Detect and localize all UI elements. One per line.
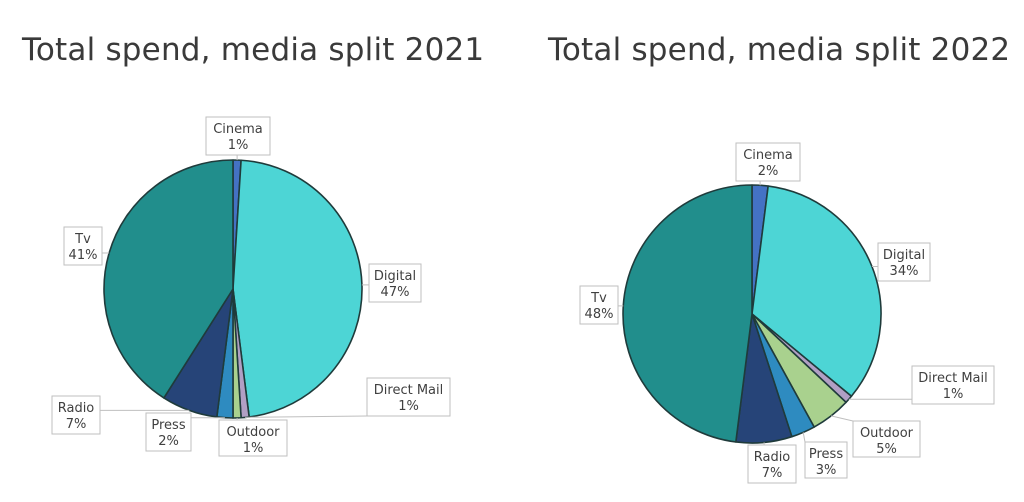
label-percent: 5%: [876, 442, 897, 457]
label-percent: 1%: [943, 387, 964, 402]
label-percent: 41%: [69, 248, 98, 263]
leader-line-outdoor-2022: [830, 415, 854, 422]
label-category: Tv: [74, 232, 91, 247]
label-category: Cinema: [743, 148, 793, 163]
label-percent: 2%: [158, 434, 179, 449]
leader-line-direct-mail-2021: [245, 415, 368, 418]
label-percent: 48%: [585, 307, 614, 322]
label-percent: 3%: [816, 463, 837, 478]
label-percent: 7%: [66, 417, 87, 432]
label-category: Press: [809, 447, 843, 462]
label-category: Direct Mail: [918, 371, 987, 386]
pie-slice-tv-2022: [622, 184, 753, 443]
label-category: Digital: [883, 248, 925, 263]
label-category: Outdoor: [226, 425, 280, 440]
label-percent: 34%: [890, 264, 919, 279]
label-percent: 7%: [762, 466, 783, 481]
label-category: Tv: [590, 291, 607, 306]
pie-slice-digital-2021: [232, 159, 363, 418]
label-percent: 2%: [758, 164, 779, 179]
label-percent: 1%: [243, 441, 264, 456]
label-category: Radio: [754, 450, 791, 465]
label-percent: 47%: [381, 285, 410, 300]
label-category: Direct Mail: [374, 383, 443, 398]
chart-title-2021: Total spend, media split 2021: [22, 32, 485, 68]
label-category: Outdoor: [860, 426, 914, 441]
chart-title-2022: Total spend, media split 2022: [548, 32, 1011, 68]
leader-line-press-2022: [802, 432, 806, 443]
label-category: Radio: [58, 401, 95, 416]
label-category: Cinema: [213, 122, 263, 137]
label-category: Press: [151, 418, 185, 433]
pie-slice-tv-2021: [103, 159, 234, 399]
label-percent: 1%: [398, 399, 419, 414]
label-category: Digital: [374, 269, 416, 284]
label-percent: 1%: [228, 138, 249, 153]
